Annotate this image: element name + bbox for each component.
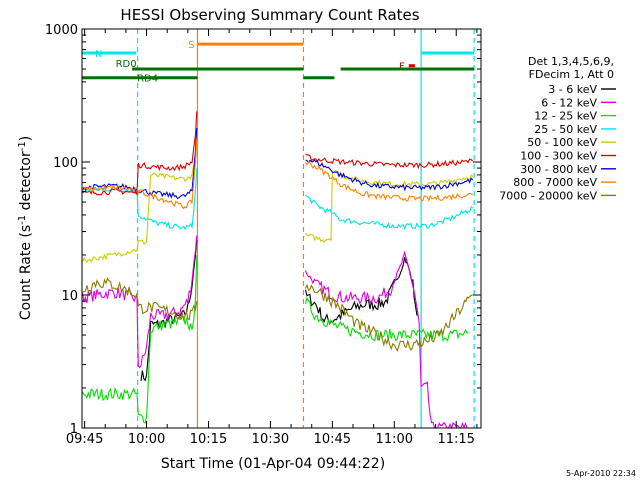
series-line-7-1 xyxy=(305,161,473,202)
x-tick-label-4: 10:45 xyxy=(314,432,351,447)
x-tick-label-6: 11:15 xyxy=(437,432,474,447)
legend-label-1: 6 - 12 keV xyxy=(541,96,597,109)
series-line-3-0 xyxy=(82,168,198,231)
y-label-sup-2: -1 xyxy=(17,141,28,151)
flag-label-n: N xyxy=(95,49,102,60)
flag-label-rd0: RD0 xyxy=(116,59,137,70)
series-line-1-0 xyxy=(82,235,198,369)
y-label-sup-1: -1 xyxy=(17,215,28,225)
y-label-part-1: Count Rate (s xyxy=(18,225,34,320)
series-line-4-0 xyxy=(82,142,198,264)
legend-label-8: 7000 - 20000 keV xyxy=(499,189,597,202)
series-line-5-0 xyxy=(82,111,198,196)
timestamp: 5-Apr-2010 22:34 xyxy=(566,469,636,478)
legend-label-3: 25 - 50 keV xyxy=(534,123,597,136)
y-tick-label-3: 1000 xyxy=(45,23,78,38)
legend-label-0: 3 - 6 keV xyxy=(548,83,597,96)
legend-label-5: 100 - 300 keV xyxy=(520,150,597,163)
plot-frame xyxy=(81,28,482,429)
x-tick-label-2: 10:15 xyxy=(190,432,227,447)
series-line-8-1 xyxy=(305,283,473,352)
series-line-2-0 xyxy=(82,254,198,424)
legend-header-0: Det 1,3,4,5,6,9, xyxy=(528,55,614,68)
series-line-3-1 xyxy=(305,194,474,231)
legend-label-4: 50 - 100 keV xyxy=(527,136,597,149)
y-label-part-2: detector xyxy=(18,151,34,215)
legend-header-1: FDecim 1, Att 0 xyxy=(529,68,614,81)
y-tick-label-0: 1 xyxy=(70,422,78,437)
chart-title: HESSI Observing Summary Count Rates xyxy=(120,6,419,24)
y-label-part-3: ) xyxy=(18,136,34,141)
legend-label-2: 12 - 25 keV xyxy=(534,110,597,123)
x-tick-label-5: 11:00 xyxy=(376,432,413,447)
series-line-0-1 xyxy=(304,257,418,326)
series-line-6-0 xyxy=(82,127,198,200)
x-tick-label-0: 09:45 xyxy=(66,432,103,447)
x-tick-label-3: 10:30 xyxy=(252,432,289,447)
series-line-6-1 xyxy=(305,159,474,192)
series-line-7-0 xyxy=(82,138,198,210)
legend-label-6: 300 - 800 keV xyxy=(520,163,597,176)
flag-label-f: F xyxy=(399,62,405,73)
y-tick-label-2: 100 xyxy=(53,156,78,171)
y-axis-label: Count Rate (s-1 detector-1) xyxy=(17,136,35,320)
y-tick-label-1: 10 xyxy=(61,289,78,304)
flag-label-rd4: RD4 xyxy=(137,74,158,85)
series-line-1-1 xyxy=(304,250,469,430)
flag-label-s: S xyxy=(188,40,194,51)
x-axis-label: Start Time (01-Apr-04 09:44:22) xyxy=(161,456,385,472)
legend-label-7: 800 - 7000 keV xyxy=(513,176,597,189)
series-line-8-0 xyxy=(82,277,198,323)
series-line-5-1 xyxy=(305,153,474,170)
x-tick-label-1: 10:00 xyxy=(128,432,165,447)
